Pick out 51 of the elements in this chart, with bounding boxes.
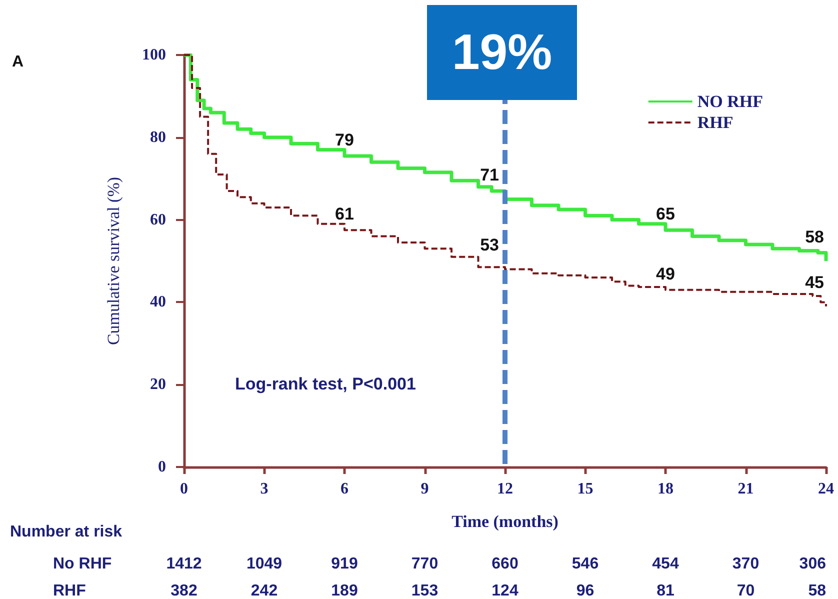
text: 770	[411, 556, 438, 572]
annotation: 45	[805, 272, 824, 292]
x-tick-label: 6	[340, 480, 348, 498]
y-tick-label: 80	[150, 128, 166, 146]
text: 81	[656, 582, 674, 599]
text: 189	[331, 582, 358, 599]
x-tick-label: 21	[738, 480, 754, 498]
text: 546	[572, 556, 599, 572]
y-tick-label: 20	[150, 376, 166, 394]
text: 382	[170, 582, 198, 599]
annotation: Log-rank test, P<0.001	[235, 374, 416, 394]
x-axis-title: Time (months)	[452, 512, 558, 531]
annotation: 71	[480, 166, 499, 185]
text: Number at risk	[10, 524, 122, 540]
annotation: 58	[805, 228, 824, 246]
y-tick-label: 40	[150, 294, 166, 311]
text: 660	[492, 556, 518, 572]
x-tick-label: 3	[260, 480, 268, 498]
x-tick-label: 24	[818, 480, 834, 498]
text: 153	[411, 582, 438, 599]
text: RHF	[53, 582, 86, 599]
x-tick-label: 9	[420, 480, 429, 498]
y-axis-title: Cumulative survival (%)	[104, 176, 123, 346]
annotation: 61	[335, 204, 354, 224]
text: 454	[652, 556, 679, 572]
text: 306	[799, 556, 826, 572]
annotation: 65	[656, 204, 675, 224]
text: 58	[808, 582, 826, 599]
legend-label: NO RHF	[697, 92, 764, 111]
x-tick-label: 15	[577, 480, 594, 498]
text: 919	[331, 556, 358, 572]
text: 370	[732, 556, 760, 572]
annotation: 53	[480, 236, 499, 255]
text: 1049	[246, 556, 282, 572]
text: No RHF	[53, 556, 112, 572]
x-tick-label: 12	[497, 480, 513, 498]
text: 70	[736, 582, 755, 599]
text: 242	[250, 582, 278, 599]
text: 1412	[166, 556, 202, 572]
y-tick-label: 0	[158, 458, 166, 476]
annotation: 79	[335, 130, 354, 150]
annotation: 19%	[452, 24, 552, 80]
annotation: 49	[656, 264, 675, 284]
text: 124	[492, 582, 518, 599]
text: 96	[576, 582, 594, 599]
x-tick-label: 18	[658, 480, 674, 498]
x-tick-label: 0	[180, 480, 188, 498]
text: A	[12, 54, 24, 70]
legend-label: RHF	[697, 113, 734, 132]
y-tick-label: 60	[150, 211, 166, 228]
y-tick-label: 100	[142, 46, 166, 64]
